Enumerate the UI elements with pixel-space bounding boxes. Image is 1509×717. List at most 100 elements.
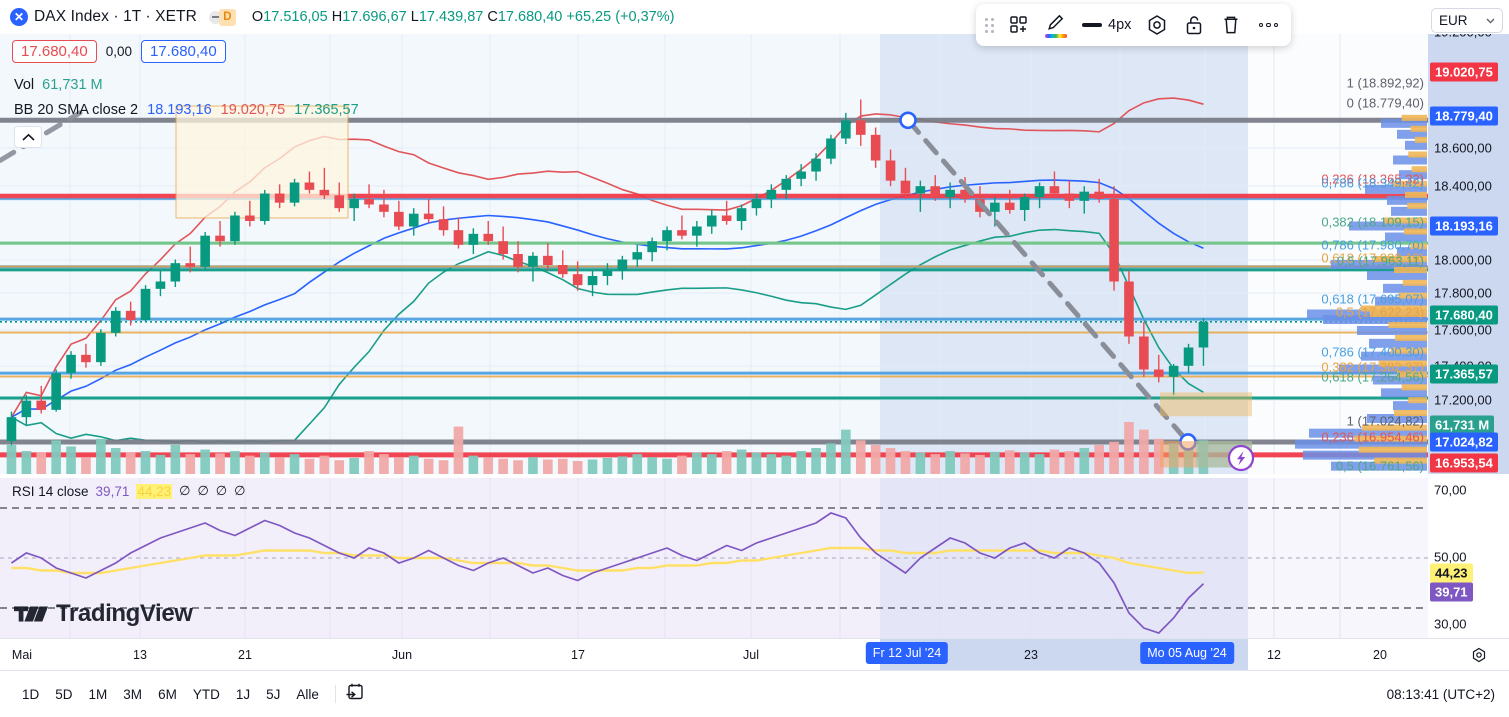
settings-hex-icon[interactable] <box>1140 8 1174 42</box>
price-tick: 18.600,00 <box>1434 140 1492 156</box>
fib-level-label: 0,786 (17.980,70) <box>1321 237 1424 253</box>
time-axis[interactable]: Mai 13 21 Jun 17 Jul 23 12 20 Fr 12 Jul '24 Mo 05 … <box>0 638 1509 671</box>
range-button-5j[interactable]: 5J <box>266 686 281 702</box>
interval-pill[interactable]: D <box>208 8 236 26</box>
bollinger-lower-value: 17.365,57 <box>294 102 359 118</box>
gear-icon[interactable] <box>1471 647 1487 668</box>
time-tick: 13 <box>133 648 147 662</box>
price-legend-row: 17.680,40 0,00 17.680,40 <box>12 40 226 63</box>
open-value: 17.516,05 <box>263 9 328 25</box>
bottom-toolbar[interactable]: 1D 5D 1M 3M 6M YTD 1J 5J Alle 08:13:41 (UTC+2) <box>0 670 1509 717</box>
tradingview-logo-icon <box>14 606 48 622</box>
price-tick: 17.200,00 <box>1434 392 1492 408</box>
rsi-tick: 70,00 <box>1434 482 1467 498</box>
line-width-label: 4px <box>1108 17 1132 33</box>
rsi-empty-1: ∅ <box>197 483 209 498</box>
unlock-icon[interactable] <box>1177 8 1211 42</box>
range-button-alle[interactable]: Alle <box>296 686 319 702</box>
pencil-icon[interactable] <box>1039 8 1073 42</box>
close-label: C <box>487 9 498 25</box>
drag-handle-icon[interactable] <box>985 17 994 33</box>
time-tick: 23 <box>1024 648 1038 662</box>
more-icon[interactable] <box>1251 8 1285 42</box>
range-button-5d[interactable]: 5D <box>55 686 73 702</box>
price-tag: 19.020,75 <box>1430 62 1498 82</box>
rsi-label: RSI 14 close <box>12 483 89 499</box>
fib-level-label: 0 (18.779,40) <box>1346 95 1424 111</box>
time-tick: 12 <box>1267 648 1281 662</box>
price-axis[interactable]: 19.200,0018.600,0018.400,0018.000,0017.8… <box>1428 25 1509 474</box>
fib-level-label: 0,236 (16.954,46) <box>1321 429 1424 445</box>
change-value: +65,25 (+0,37%) <box>566 9 675 25</box>
tradingview-watermark-text: TradingView <box>56 600 193 627</box>
range-button-ytd[interactable]: YTD <box>192 686 220 702</box>
price-tag: 17.680,40 <box>1430 305 1498 325</box>
rsi-legend-row[interactable]: RSI 14 close 39,71 44,23 ∅ ∅ ∅ ∅ <box>12 483 245 499</box>
fib-level-label: 0,5 (17.963,11) <box>1336 253 1424 269</box>
range-button-1j[interactable]: 1J <box>235 686 251 702</box>
rsi-chart-svg <box>0 478 1428 638</box>
clock-label: 08:13:41 (UTC+2) <box>1386 686 1495 702</box>
rsi-chart-pane[interactable] <box>0 478 1428 638</box>
price-change-zero: 0,00 <box>105 44 133 59</box>
price-tick: 17.800,00 <box>1434 285 1492 301</box>
fib-level-label: 0,618 (17.695,07) <box>1321 291 1424 307</box>
low-label: L <box>410 9 419 25</box>
collapse-pane-button[interactable] <box>14 126 42 148</box>
range-button-1d[interactable]: 1D <box>22 686 40 702</box>
high-label: H <box>331 9 343 25</box>
price-tag: 61,731 M <box>1430 415 1495 435</box>
fib-level-label: 0,786 (17.400,30) <box>1321 344 1424 360</box>
fib-level-label: 0,382 (18.109,15) <box>1321 214 1424 230</box>
bollinger-label: BB 20 SMA close 2 <box>14 102 139 118</box>
rsi-empty-3: ∅ <box>234 483 246 498</box>
rsi-empty-2: ∅ <box>215 483 228 498</box>
fib-level-label: 1 (17.024,82) <box>1346 413 1424 429</box>
time-badge[interactable]: Fr 12 Jul '24 <box>865 642 949 664</box>
price-chart-svg <box>0 34 1428 474</box>
color-swatch[interactable] <box>1045 34 1067 38</box>
drawing-toolbar[interactable]: 4px <box>976 4 1292 46</box>
price-tag: 17.024,82 <box>1430 432 1498 452</box>
templates-icon[interactable] <box>1002 8 1036 42</box>
tradingview-watermark: TradingView <box>14 600 193 628</box>
fib-level-label: 1 (18.892,92) <box>1346 75 1424 91</box>
open-label: O <box>251 9 264 25</box>
range-button-3m[interactable]: 3M <box>123 686 143 702</box>
volume-legend-row[interactable]: Vol 61,731 M <box>14 77 103 93</box>
time-badge[interactable]: Mo 05 Aug '24 <box>1140 642 1234 664</box>
interval-badge[interactable]: D <box>218 8 236 26</box>
price-tag: 17.365,57 <box>1430 364 1498 384</box>
currency-label: EUR <box>1439 13 1468 28</box>
range-button-1m[interactable]: 1M <box>88 686 108 702</box>
time-tick: Jul <box>743 648 759 662</box>
rsi-axis[interactable]: 70,00 50,00 30,00 44,23 39,71 <box>1428 478 1509 638</box>
rsi-tag: 39,71 <box>1430 582 1473 602</box>
fib-level-label: 0,618 (17.264,56) <box>1321 369 1424 385</box>
time-tick: 21 <box>238 648 252 662</box>
price-tick: 17.600,00 <box>1434 322 1492 338</box>
currency-select[interactable]: EUR <box>1431 8 1503 33</box>
bollinger-basis-value: 18.193,16 <box>147 102 212 118</box>
rsi-empty-0: ∅ <box>179 483 191 498</box>
bollinger-legend-row[interactable]: BB 20 SMA close 2 18.193,16 19.020,75 17… <box>14 102 359 118</box>
low-value: 17.439,87 <box>418 9 484 25</box>
time-tick: 20 <box>1373 648 1387 662</box>
range-buttons[interactable]: 1D 5D 1M 3M 6M YTD 1J 5J Alle <box>14 683 327 706</box>
symbol-title[interactable]: DAX Index · 1T · XETR <box>34 8 197 25</box>
rsi-tag: 44,23 <box>1430 563 1473 583</box>
trash-icon[interactable] <box>1214 8 1248 42</box>
last-price-box-red: 17.680,40 <box>12 40 97 63</box>
price-tag: 18.193,16 <box>1430 216 1498 236</box>
fib-level-label: 0,382 (17.382,37) <box>1321 359 1424 375</box>
divider <box>334 685 336 703</box>
line-width-button[interactable]: 4px <box>1076 8 1137 42</box>
time-tick: Mai <box>11 648 33 662</box>
rsi-value: 39,71 <box>95 483 130 499</box>
fib-level-label: 0,786 (18.349,42) <box>1321 175 1424 191</box>
volume-label: Vol <box>14 77 35 93</box>
calendar-goto-icon[interactable] <box>344 681 366 708</box>
rsi-tick: 30,00 <box>1434 616 1467 632</box>
price-chart-pane[interactable] <box>0 34 1428 474</box>
range-button-6m[interactable]: 6M <box>158 686 177 702</box>
